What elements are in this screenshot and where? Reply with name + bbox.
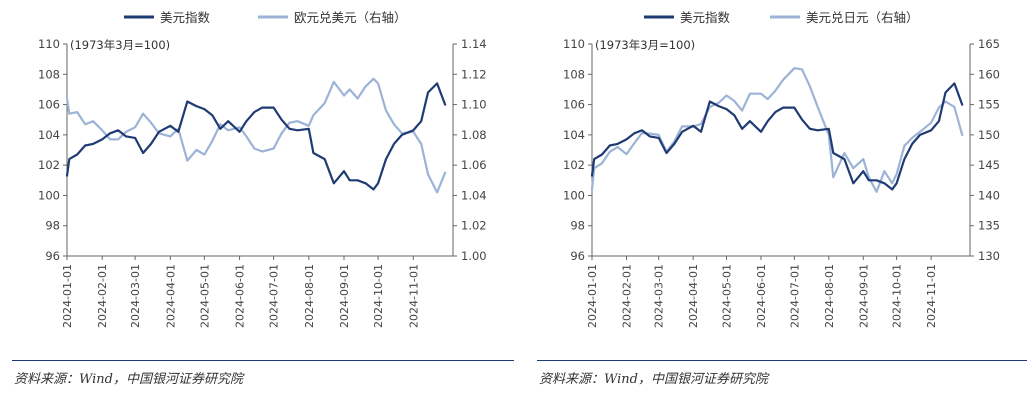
x-tick-label: 2024-07-01: [268, 264, 281, 328]
y-tick-left-label: 100: [38, 188, 60, 202]
y-tick-left-label: 110: [563, 37, 585, 51]
legend-label-1: 美元指数: [160, 10, 211, 25]
y-tick-right-label: 1.00: [461, 249, 487, 263]
x-tick-label: 2024-03-01: [653, 264, 666, 328]
x-tick-label: 2024-04-01: [687, 264, 700, 328]
y-tick-left-label: 102: [563, 158, 585, 172]
x-tick-label: 2024-02-01: [620, 264, 633, 328]
source-rule-left: [12, 360, 514, 361]
y-tick-right-label: 1.02: [461, 219, 487, 233]
y-tick-left-label: 100: [563, 188, 585, 202]
y-tick-right-label: 130: [978, 249, 1000, 263]
y-tick-left-label: 108: [38, 67, 60, 81]
y-tick-left-label: 96: [45, 249, 60, 263]
y-tick-right-label: 1.06: [461, 158, 487, 172]
x-tick-label: 2024-10-01: [891, 264, 904, 328]
x-tick-label: 2024-08-01: [823, 264, 836, 328]
legend-label-2: 美元兑日元（右轴）: [806, 10, 919, 25]
legend-label-1: 美元指数: [680, 10, 731, 25]
x-tick-label: 2024-06-01: [234, 264, 247, 328]
source-rule-right: [537, 360, 1027, 361]
x-tick-label: 2024-07-01: [788, 264, 801, 328]
index-base-note: (1973年3月=100): [595, 38, 695, 52]
y-tick-right-label: 165: [978, 37, 1000, 51]
y-tick-left-label: 98: [570, 219, 585, 233]
y-tick-right-label: 1.08: [461, 128, 487, 142]
y-tick-left-label: 104: [38, 128, 60, 142]
x-tick-label: 2024-11-01: [925, 264, 938, 328]
y-tick-right-label: 140: [978, 188, 1000, 202]
x-tick-label: 2024-06-01: [755, 264, 768, 328]
chart-panel-2: 96 98 100 102 104 106 108 110 130 135 140 145 150 155…: [563, 10, 1000, 328]
y-tick-left-label: 110: [38, 37, 60, 51]
x-tick-label: 2024-10-01: [372, 264, 385, 328]
y-tick-left-label: 106: [563, 98, 585, 112]
y-tick-left-label: 96: [570, 249, 585, 263]
y-tick-left-label: 108: [563, 67, 585, 81]
x-tick-label: 2024-09-01: [338, 264, 351, 328]
y-tick-right-label: 1.10: [461, 98, 487, 112]
x-tick-label: 2024-05-01: [198, 264, 211, 328]
source-note-left: 资料来源：Wind，中国银河证券研究院: [14, 372, 243, 387]
y-tick-right-label: 135: [978, 219, 1000, 233]
x-tick-label: 2024-08-01: [303, 264, 316, 328]
y-tick-left-label: 98: [45, 219, 60, 233]
chart-panel-1: 96 98 100 102 104 106 108 110 1.00 1.02 1.04 1.06 1.…: [38, 10, 487, 328]
y-tick-right-label: 145: [978, 158, 1000, 172]
series-line-2: [590, 67, 964, 193]
y-tick-left-label: 102: [38, 158, 60, 172]
x-tick-label: 2024-01-01: [61, 264, 74, 328]
x-tick-label: 2024-11-01: [407, 264, 420, 328]
series-line-1: [65, 82, 447, 191]
source-note-right: 资料来源：Wind，中国银河证券研究院: [539, 372, 768, 387]
x-tick-label: 2024-09-01: [857, 264, 870, 328]
legend-label-2: 欧元兑美元（右轴）: [294, 10, 407, 25]
x-tick-label: 2024-02-01: [96, 264, 109, 328]
y-tick-right-label: 160: [978, 67, 1000, 81]
series-line-1: [590, 82, 964, 191]
y-tick-right-label: 1.04: [461, 188, 487, 202]
y-tick-right-label: 155: [978, 98, 1000, 112]
x-tick-label: 2024-04-01: [164, 264, 177, 328]
index-base-note: (1973年3月=100): [70, 38, 170, 52]
y-tick-left-label: 106: [38, 98, 60, 112]
y-tick-right-label: 150: [978, 128, 1000, 142]
x-tick-label: 2024-05-01: [721, 264, 734, 328]
x-tick-label: 2024-01-01: [586, 264, 599, 328]
x-tick-label: 2024-03-01: [129, 264, 142, 328]
y-tick-right-label: 1.14: [461, 37, 487, 51]
y-tick-left-label: 104: [563, 128, 585, 142]
y-tick-right-label: 1.12: [461, 67, 487, 81]
